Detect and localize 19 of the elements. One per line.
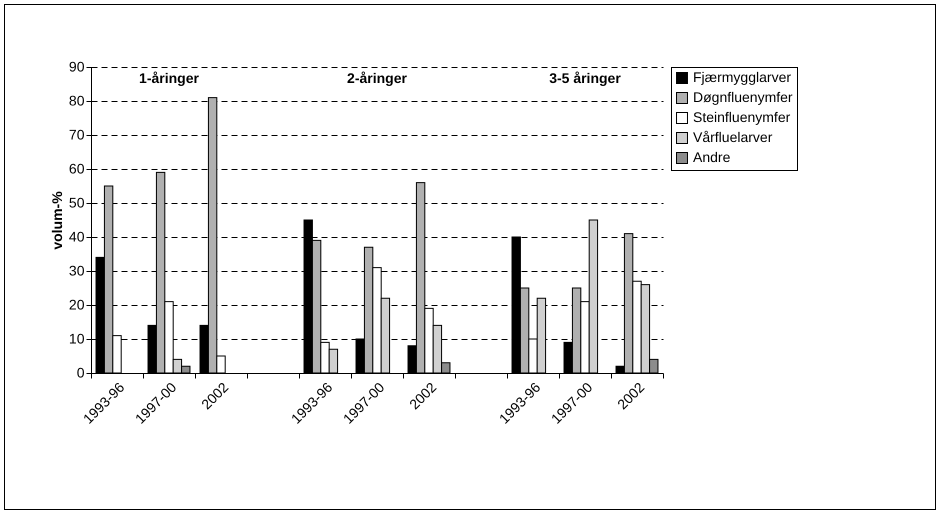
y-tick-label: 70 — [68, 126, 85, 142]
y-tick-label: 60 — [68, 160, 85, 176]
legend-label: Fjærmygglarver — [693, 69, 792, 85]
legend-label: Vårfluelarver — [693, 129, 773, 145]
y-tick-label: 40 — [68, 228, 85, 244]
y-tick-label: 90 — [68, 58, 85, 74]
annotation: 3-5 åringer — [549, 70, 622, 86]
y-tick-label: 80 — [68, 92, 85, 108]
y-tick-label: 0 — [76, 364, 85, 380]
legend-label: Steinfluenymfer — [693, 109, 791, 125]
y-axis-title: volum-% — [48, 190, 65, 250]
y-tick-label: 30 — [68, 262, 85, 278]
legend-label: Døgnfluenymfer — [693, 89, 793, 105]
annotation: 2-åringer — [347, 70, 408, 86]
y-tick-label: 10 — [68, 330, 85, 346]
annotation: 1-åringer — [139, 70, 200, 86]
y-tick-label: 50 — [68, 194, 85, 210]
legend-label: Andre — [693, 149, 731, 165]
y-tick-label: 20 — [68, 296, 85, 312]
